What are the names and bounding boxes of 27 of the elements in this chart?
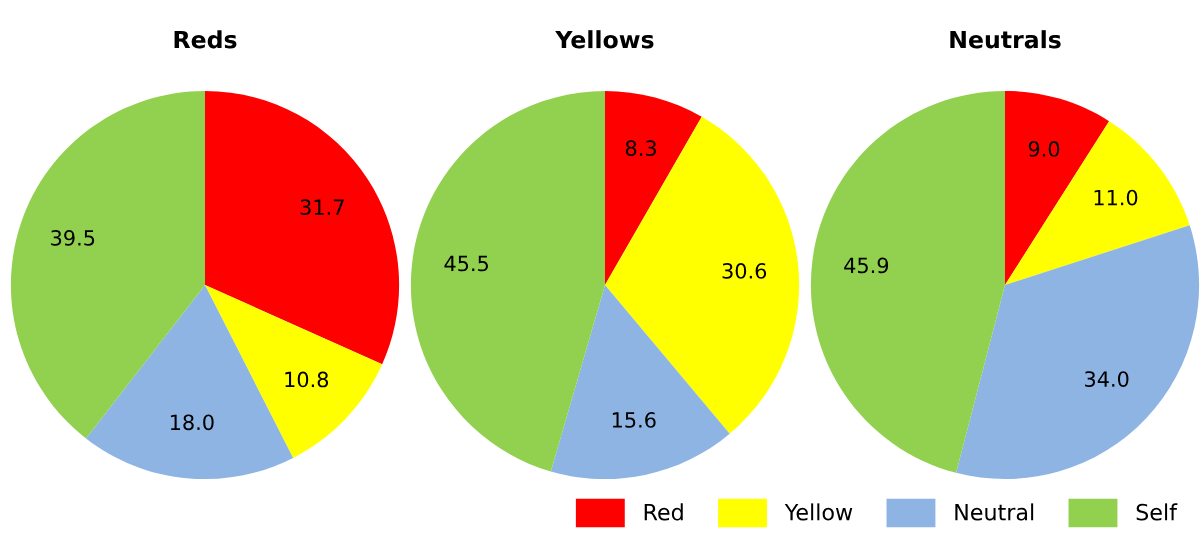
legend-label: Yellow <box>784 503 853 521</box>
pie-slice <box>550 285 730 480</box>
legend-label: Self <box>1136 503 1178 521</box>
pie-slice <box>956 225 1200 480</box>
data-label: 45.5 <box>444 255 488 272</box>
pie-slice <box>410 90 605 472</box>
data-label: 8.3 <box>625 140 656 156</box>
data-label: 10.8 <box>285 371 329 388</box>
data-label: 11.0 <box>1094 189 1138 206</box>
pie-slice <box>605 90 702 285</box>
data-label: 31.7 <box>300 199 344 216</box>
legend-label: Red <box>644 503 683 521</box>
pie-slice <box>1005 121 1190 285</box>
data-label: 15.6 <box>612 412 656 428</box>
chart-title: Neutrals <box>950 30 1061 49</box>
data-label: 9.0 <box>1028 141 1060 157</box>
chart-title: Reds <box>174 30 237 49</box>
data-label: 34.0 <box>1085 371 1129 387</box>
pie-slice <box>605 116 800 434</box>
pie-slice <box>205 90 400 365</box>
data-label: 30.6 <box>722 263 767 279</box>
data-label: 39.5 <box>51 230 95 246</box>
legend-label: Neutral <box>955 503 1034 521</box>
chart-title: Yellows <box>555 30 654 49</box>
data-label: 45.9 <box>844 257 889 274</box>
data-label: 18.0 <box>170 414 214 431</box>
pie-slice <box>810 90 1005 473</box>
